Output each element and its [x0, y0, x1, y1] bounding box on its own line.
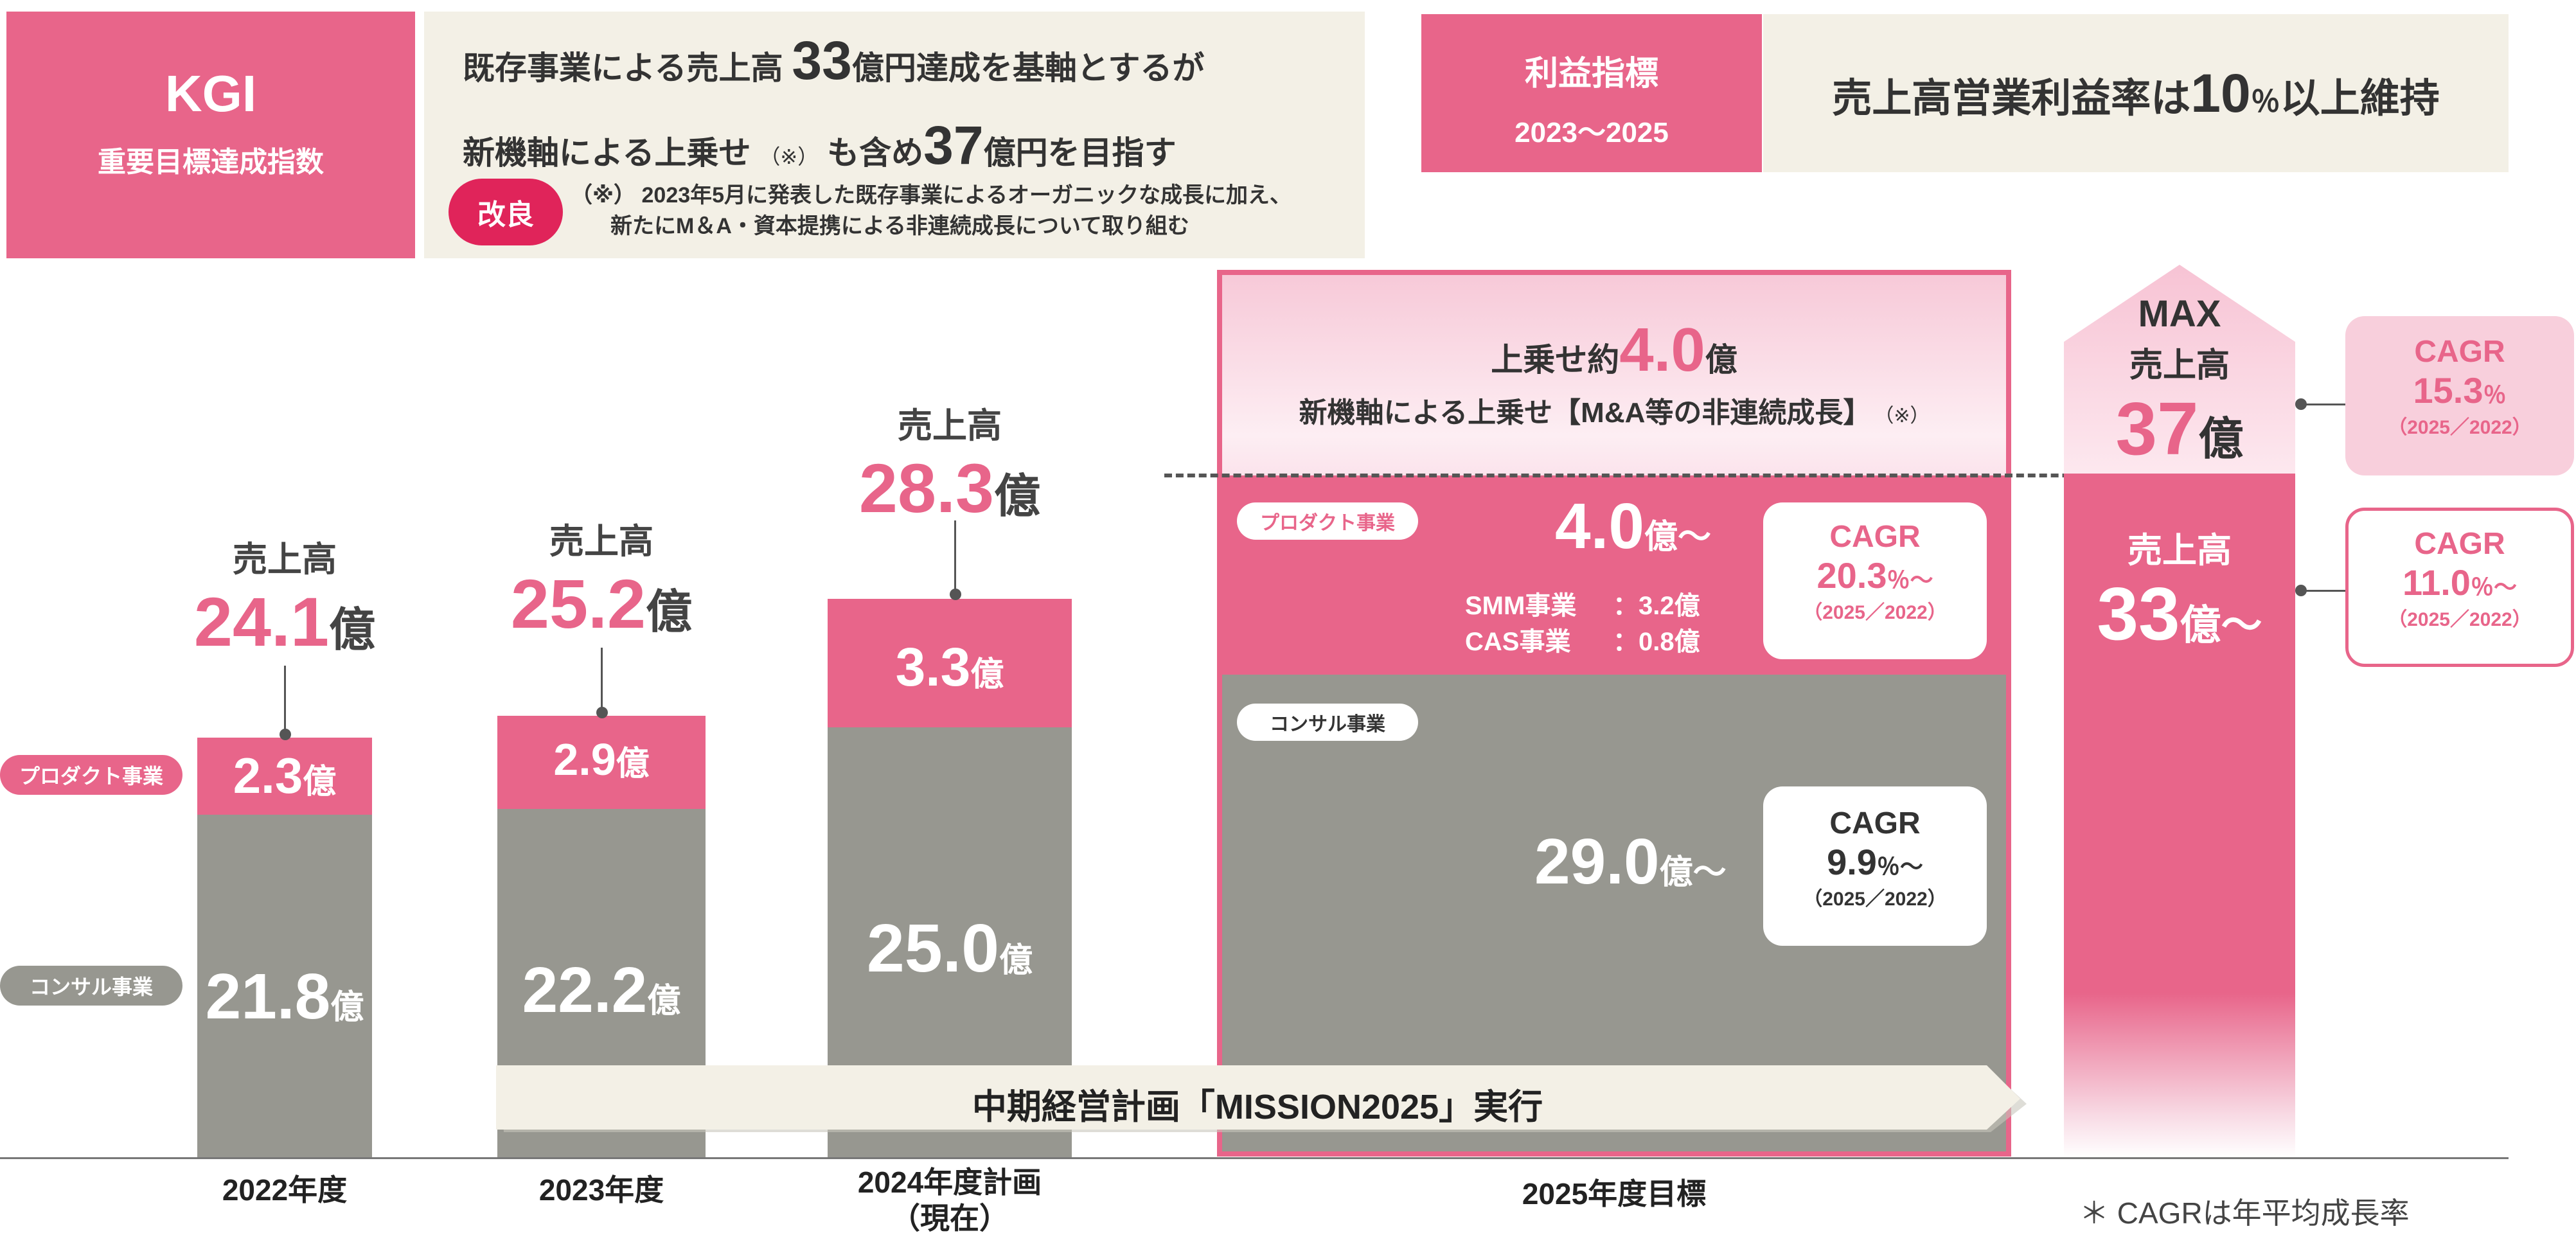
max-column-sales-value: 33億～: [2097, 572, 2262, 655]
profit-indicator-title: 利益指標: [1524, 55, 1658, 93]
dashed-divider: [1164, 474, 2289, 477]
bar-2023-total: 売上高 25.2億: [510, 522, 693, 643]
goal-37-value: 37: [923, 115, 984, 175]
category-2025: 2025年度目標: [1522, 1177, 1707, 1211]
max-sales-label: 売上高: [2129, 347, 2230, 384]
cagr-min-connector-dot: [2295, 585, 2307, 596]
bar-2023-leader-dot: [596, 707, 608, 718]
bar-2024-leader: [954, 520, 956, 592]
operating-margin-text: 売上高営業利益率は10％以上維持: [1832, 62, 2439, 125]
bar-2024-leader-dot: [950, 589, 961, 600]
goal-33-value: 33: [792, 30, 852, 91]
goal-footnote-line-2: 新たにM＆A・資本提携による非連続成長について取り組む: [610, 214, 1189, 238]
cagr-min-card: CAGR 11.0％～ （2025／2022）: [2345, 508, 2574, 667]
target-consul-cagr-card: CAGR 9.9％～ （2025／2022）: [1763, 786, 1987, 946]
cagr-max-connector-dot: [2295, 398, 2307, 410]
bar-2023-consul-label: 22.2億: [522, 954, 681, 1026]
goal-line-1-pre: 既存事業による売上高: [463, 50, 792, 86]
cagr-min-connector: [2300, 590, 2345, 592]
category-2023: 2023年度: [538, 1173, 664, 1207]
goal-line-2: 新機軸による上乗せ （※） も含め37億円を目指す: [463, 114, 1177, 177]
bar-2023-product-label: 2.9億: [553, 734, 650, 785]
goal-line-2-post: 億円を目指す: [983, 135, 1177, 171]
cas-value: ：0.8億: [1613, 628, 1700, 656]
max-column-sales-label: 売上高: [2127, 531, 2232, 570]
goal-footnote: （※） 2023年5月に発表した既存事業によるオーガニックな成長に加え、 新たに…: [571, 180, 1292, 242]
max-column-bar: [2064, 474, 2295, 1157]
max-label: MAX: [2138, 293, 2221, 335]
goal-line-1: 既存事業による売上高 33億円達成を基軸とするが: [463, 30, 1204, 92]
cagr-max-card: CAGR 15.3％ （2025／2022）: [2345, 316, 2574, 475]
smm-value: ：3.2億: [1613, 592, 1700, 620]
kairyo-badge: 改良: [449, 179, 563, 245]
smm-label: SMM事業: [1465, 592, 1577, 620]
profit-indicator-years: 2023～2025: [1515, 117, 1669, 148]
uwanose-headline: 上乗せ約4.0億: [1491, 315, 1737, 384]
goal-line-1-post: 億円達成を基軸とするが: [851, 50, 1205, 86]
plan-arrow-shape: [496, 1065, 2027, 1132]
bar-2024-product: [828, 599, 1072, 727]
goal-statement-box: 既存事業による売上高 33億円達成を基軸とするが 新機軸による上乗せ （※） も…: [424, 12, 1365, 258]
margin-pre: 売上高営業利益率は: [1832, 76, 2191, 121]
legend-consul: コンサル事業: [0, 966, 182, 1006]
profit-indicator-box: 利益指標 2023～2025: [1421, 14, 1762, 172]
bar-2022-leader-dot: [280, 729, 291, 740]
legend-product: プロダクト事業: [0, 755, 182, 795]
target-consul-value: 29.0億～: [1534, 826, 1727, 898]
bar-2024-consul-label: 25.0億: [866, 910, 1033, 986]
cagr-max-connector: [2300, 404, 2345, 405]
target-product-cagr-card: CAGR 20.3％～ （2025／2022）: [1763, 502, 1987, 659]
bar-2022-total: 売上高 24.1億: [193, 540, 376, 661]
bar-2022-product: [197, 738, 372, 815]
bar-2022-consul: [197, 815, 372, 1157]
uwanose-description: 新機軸による上乗せ【M&A等の非連続成長】 （※）: [1299, 397, 1930, 429]
kgi-box: KGI 重要目標達成指数: [6, 12, 415, 258]
target-product-value: 4.0億～: [1555, 490, 1712, 562]
target-consul-pill: コンサル事業: [1237, 704, 1418, 741]
bar-2022-consul-label: 21.8億: [205, 961, 364, 1033]
category-2024: 2024年度計画 （現在）: [857, 1166, 1042, 1235]
operating-margin-box: 売上高営業利益率は10％以上維持: [1763, 14, 2509, 172]
bar-2022-leader: [284, 666, 286, 734]
plan-arrow-label: 中期経営計画「MISSION2025」実行: [972, 1088, 1543, 1126]
margin-post: 以上維持: [2280, 76, 2440, 121]
margin-value: 10: [2190, 62, 2251, 123]
target-2025-frame: [1217, 270, 2011, 1157]
goal-line-2-pre: 新機軸による上乗せ: [463, 135, 760, 171]
cas-label: CAS事業: [1465, 628, 1571, 656]
bar-2023-product: [497, 716, 706, 809]
kgi-title: KGI: [164, 65, 257, 122]
bar-2024-product-label: 3.3億: [895, 637, 1004, 697]
bar-2023-leader: [601, 648, 603, 712]
goal-line-2-mid: も含め: [818, 135, 924, 171]
goal-footnote-line-1: （※） 2023年5月に発表した既存事業によるオーガニックな成長に加え、: [571, 183, 1292, 208]
kgi-subtitle: 重要目標達成指数: [98, 146, 324, 178]
margin-unit: ％: [2250, 84, 2280, 118]
max-arrow-shape: [2064, 265, 2295, 474]
bar-2022-product-label: 2.3億: [233, 747, 337, 804]
chart-baseline: [0, 1157, 2509, 1159]
max-sales-value: 37億: [2115, 387, 2244, 470]
category-2022: 2022年度: [222, 1173, 348, 1207]
uwanose-band: 上乗せ約4.0億 新機軸による上乗せ【M&A等の非連続成長】 （※）: [1222, 275, 2006, 475]
goal-note-mark: （※）: [759, 145, 819, 168]
cagr-footnote: ＊ CAGRは年平均成長率: [2079, 1196, 2410, 1230]
target-product-pill: プロダクト事業: [1237, 502, 1418, 540]
bar-2024-total: 売上高 28.3億: [858, 407, 1041, 527]
